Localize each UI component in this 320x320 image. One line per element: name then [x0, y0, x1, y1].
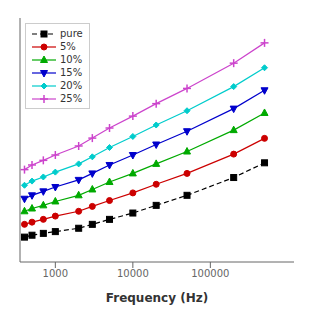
svg-text:100000: 100000: [191, 268, 229, 279]
html-text:5%: 5%: [60, 41, 76, 52]
html-text:20%: 20%: [60, 80, 83, 91]
svg-text:10000: 10000: [117, 268, 149, 279]
html-text:10%: 10%: [60, 54, 83, 65]
svg-text:Frequency (Hz): Frequency (Hz): [106, 291, 208, 305]
html-text:25%: 25%: [60, 93, 83, 104]
html-text:15%: 15%: [60, 67, 83, 78]
svg-text:1000: 1000: [43, 268, 68, 279]
html-text:pure: pure: [60, 28, 83, 39]
